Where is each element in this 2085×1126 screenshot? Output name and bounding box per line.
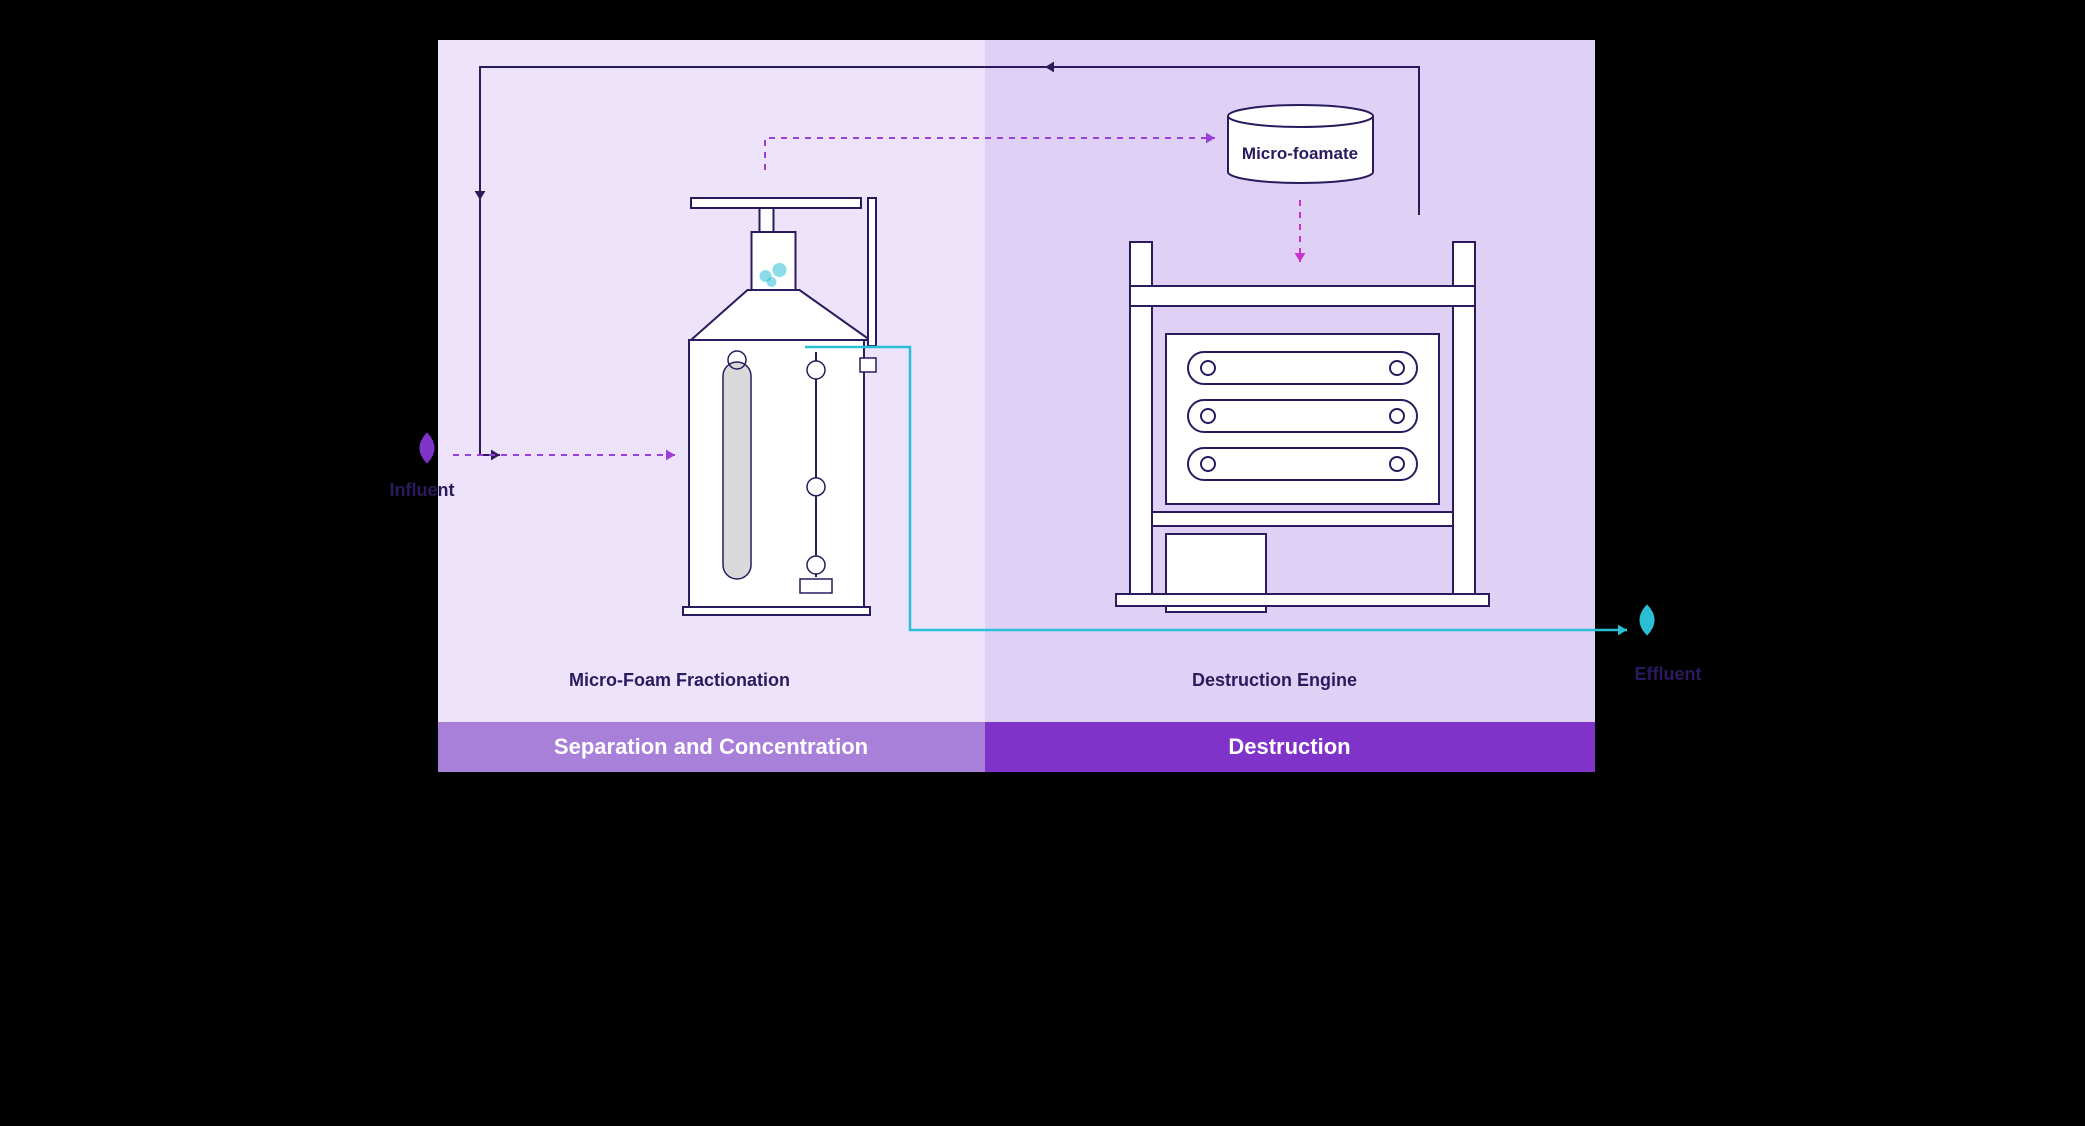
diagram-stage: Micro-foamate Influent Effluent Micro-Fo… (305, 0, 1781, 797)
micro-foam-fractionation-label: Micro-Foam Fractionation (505, 670, 855, 691)
footer-separation: Separation and Concentration (438, 722, 985, 772)
footer-destruction: Destruction (985, 722, 1595, 772)
effluent-label: Effluent (1635, 664, 1702, 685)
footer-destruction-text: Destruction (1228, 734, 1350, 760)
influent-label: Influent (390, 480, 455, 501)
destruction-engine-label: Destruction Engine (1150, 670, 1400, 691)
footer-separation-text: Separation and Concentration (554, 734, 868, 760)
